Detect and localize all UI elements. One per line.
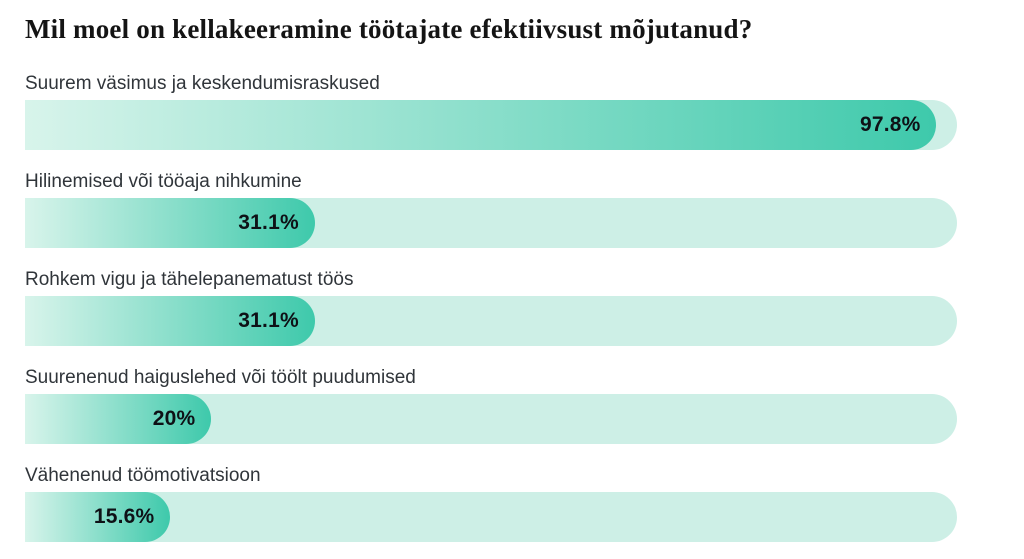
bar-track: 15.6%: [25, 492, 957, 542]
bar-fill: 31.1%: [25, 296, 315, 346]
bar-track: 31.1%: [25, 296, 957, 346]
bar-track: 97.8%: [25, 100, 957, 150]
category-label: Vähenenud töömotivatsioon: [25, 465, 261, 486]
bar-row: Suurenenud haiguslehed või töölt puudumi…: [25, 366, 1024, 444]
chart-title: Mil moel on kellakeeramine töötajate efe…: [25, 14, 753, 44]
bar-row: Hilinemised või tööaja nihkumine 31.1%: [25, 170, 1024, 248]
bar-row: Vähenenud töömotivatsioon 15.6%: [25, 464, 1024, 542]
value-label: 20%: [152, 407, 196, 430]
bar-fill: 15.6%: [25, 492, 171, 542]
value-label: 15.6%: [93, 505, 155, 528]
category-label: Hilinemised või tööaja nihkumine: [25, 171, 302, 192]
bar-fill: 97.8%: [25, 100, 937, 150]
bar-fill: 20%: [25, 394, 212, 444]
value-label: 31.1%: [238, 309, 299, 332]
category-label: Rohkem vigu ja tähelepanematust töös: [25, 269, 354, 290]
bar-track: 31.1%: [25, 198, 957, 248]
value-label: 31.1%: [238, 211, 299, 234]
bar-row: Rohkem vigu ja tähelepanematust töös 31.…: [25, 268, 1024, 346]
value-label: 97.8%: [859, 113, 921, 136]
bar-track: 20%: [25, 394, 957, 444]
category-label: Suurem väsimus ja keskendumisraskused: [25, 73, 380, 94]
bar-rows: Suurem väsimus ja keskendumisraskused 97…: [25, 72, 1024, 542]
category-label: Suurenenud haiguslehed või töölt puudumi…: [25, 367, 416, 388]
bar-fill: 31.1%: [25, 198, 315, 248]
bar-row: Suurem väsimus ja keskendumisraskused 97…: [25, 72, 1024, 150]
